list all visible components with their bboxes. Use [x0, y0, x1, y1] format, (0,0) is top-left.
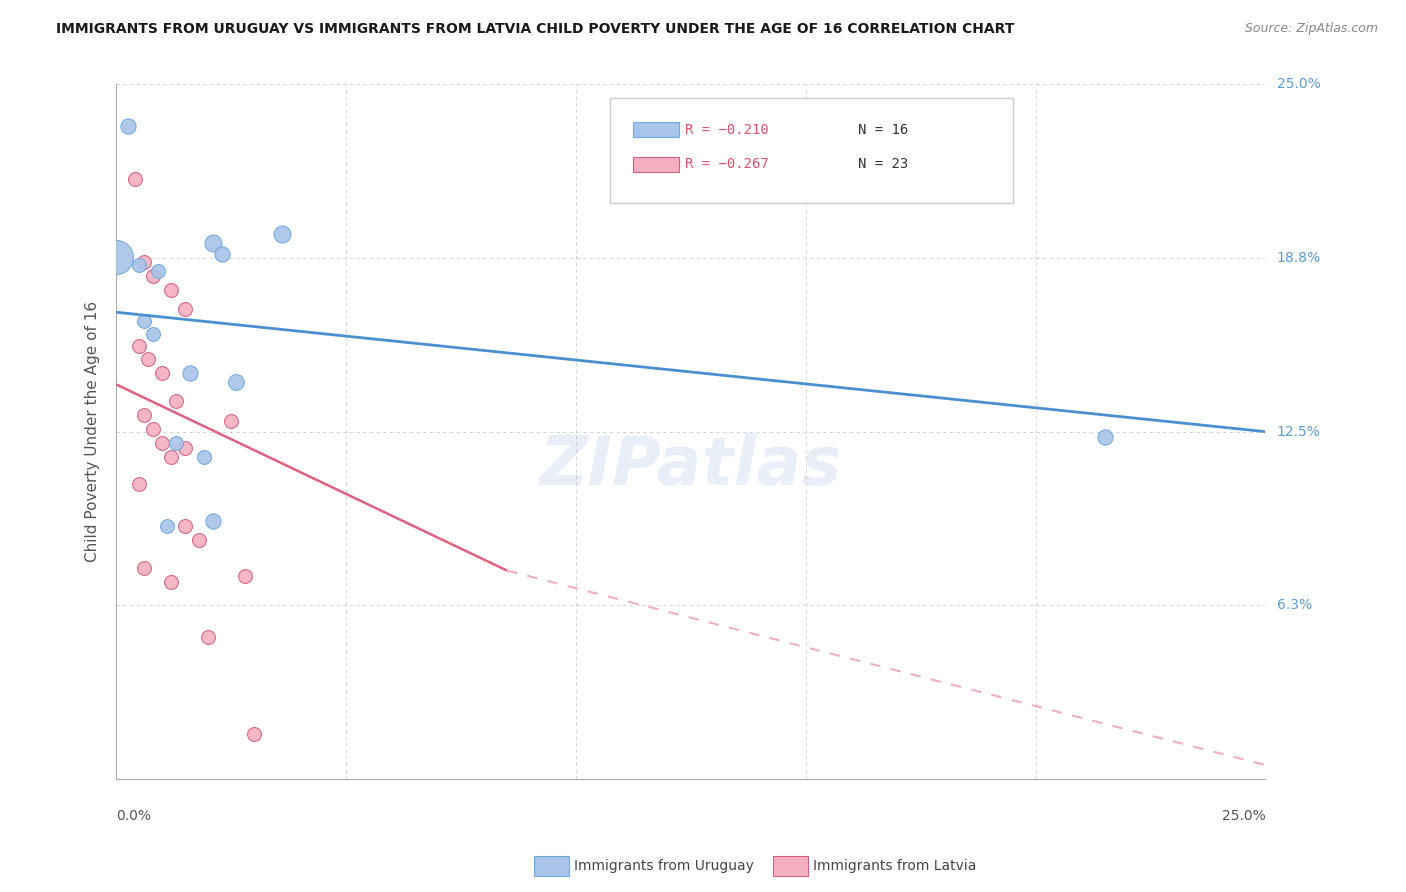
- Point: [270, 227, 292, 242]
- Point: [160, 283, 183, 297]
- Point: [201, 514, 224, 528]
- Text: Source: ZipAtlas.com: Source: ZipAtlas.com: [1244, 22, 1378, 36]
- Point: [146, 263, 169, 277]
- Point: [132, 561, 155, 575]
- Point: [160, 450, 183, 464]
- Point: [142, 422, 165, 436]
- Point: [138, 352, 160, 367]
- Point: [174, 442, 197, 456]
- FancyBboxPatch shape: [634, 122, 679, 137]
- Y-axis label: Child Poverty Under the Age of 16: Child Poverty Under the Age of 16: [86, 301, 100, 562]
- Point: [142, 269, 165, 284]
- Text: 18.8%: 18.8%: [1277, 251, 1320, 265]
- Text: 0.0%: 0.0%: [117, 809, 152, 823]
- Point: [233, 569, 256, 583]
- Text: Immigrants from Latvia: Immigrants from Latvia: [813, 859, 976, 873]
- Point: [128, 338, 150, 352]
- Point: [132, 255, 155, 269]
- Text: 25.0%: 25.0%: [1277, 78, 1320, 92]
- Text: N = 16: N = 16: [858, 122, 908, 136]
- Point: [201, 235, 224, 250]
- Point: [160, 574, 183, 589]
- Point: [211, 247, 233, 261]
- Text: 12.5%: 12.5%: [1277, 425, 1320, 439]
- Point: [150, 367, 173, 381]
- Point: [174, 519, 197, 533]
- Point: [128, 477, 150, 491]
- Text: N = 23: N = 23: [858, 157, 908, 171]
- Point: [142, 327, 165, 342]
- Point: [150, 435, 173, 450]
- Text: IMMIGRANTS FROM URUGUAY VS IMMIGRANTS FROM LATVIA CHILD POVERTY UNDER THE AGE OF: IMMIGRANTS FROM URUGUAY VS IMMIGRANTS FR…: [56, 22, 1015, 37]
- Text: ZIPatlas: ZIPatlas: [540, 434, 842, 500]
- Point: [156, 519, 179, 533]
- Text: 6.3%: 6.3%: [1277, 599, 1312, 612]
- Point: [188, 533, 211, 547]
- Point: [193, 450, 215, 464]
- Point: [128, 258, 150, 272]
- FancyBboxPatch shape: [610, 98, 1012, 202]
- Point: [225, 375, 247, 389]
- Point: [132, 408, 155, 422]
- Text: R = −0.267: R = −0.267: [685, 157, 769, 171]
- Point: [124, 172, 146, 186]
- Point: [105, 250, 128, 264]
- Point: [179, 367, 201, 381]
- Point: [1094, 430, 1116, 444]
- FancyBboxPatch shape: [634, 157, 679, 172]
- Point: [197, 630, 219, 644]
- Point: [165, 435, 187, 450]
- Point: [165, 394, 187, 409]
- Text: R = −0.210: R = −0.210: [685, 122, 769, 136]
- Point: [132, 313, 155, 327]
- Point: [219, 413, 242, 427]
- Point: [117, 119, 139, 133]
- Point: [174, 302, 197, 317]
- Text: 25.0%: 25.0%: [1222, 809, 1265, 823]
- Text: Immigrants from Uruguay: Immigrants from Uruguay: [574, 859, 754, 873]
- Point: [243, 727, 266, 741]
